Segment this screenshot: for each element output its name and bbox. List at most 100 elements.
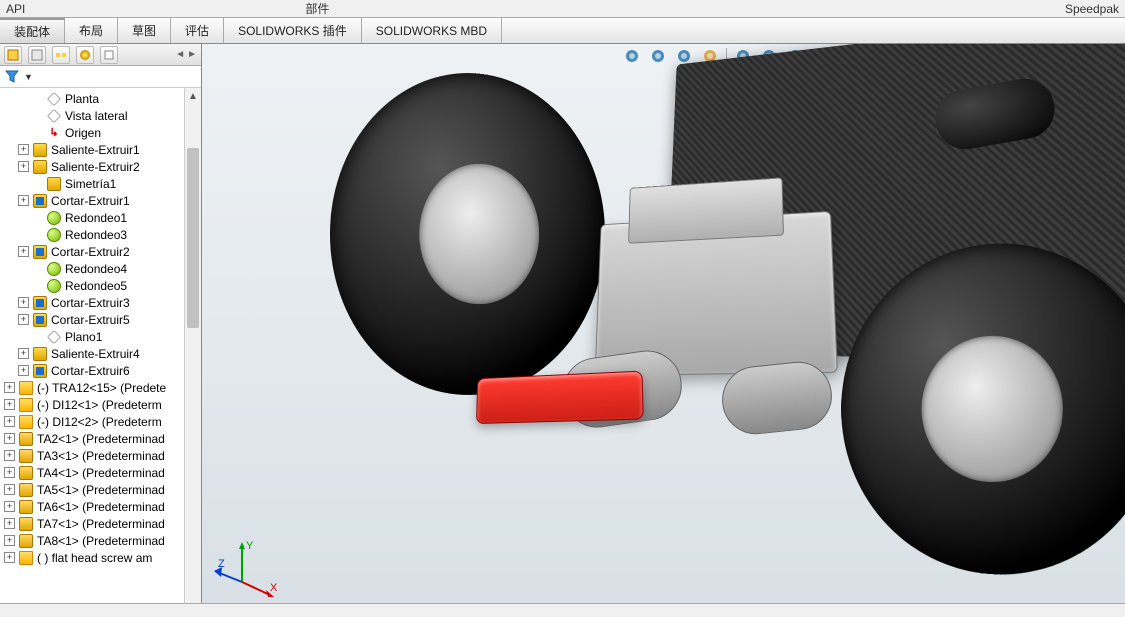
filter-icon[interactable]: [4, 69, 20, 85]
tree-item[interactable]: ↳Origen: [0, 124, 201, 141]
tree-item[interactable]: +TA7<1> (Predeterminad: [0, 515, 201, 532]
tree-item-label: Cortar-Extruir3: [51, 296, 130, 310]
expand-icon[interactable]: +: [18, 161, 29, 172]
expand-icon: [32, 212, 43, 223]
tree-item[interactable]: + TA4<1> (Predeterminad: [0, 464, 201, 481]
menu-item[interactable]: Speedpak: [1065, 2, 1119, 16]
tree-item[interactable]: Planta: [0, 90, 201, 107]
expand-icon[interactable]: +: [18, 144, 29, 155]
assem-icon: [18, 533, 34, 549]
tree-filter-row: ▼: [0, 66, 201, 88]
tree-item[interactable]: Redondeo5: [0, 277, 201, 294]
tree-item[interactable]: +Saliente-Extruir4: [0, 345, 201, 362]
tree-tab-display-icon[interactable]: [76, 46, 94, 64]
tree-tab-assembly-icon[interactable]: [4, 46, 22, 64]
tree-item[interactable]: +TA8<1> (Predeterminad: [0, 532, 201, 549]
graphics-viewport[interactable]: Y X Z: [202, 44, 1125, 617]
cut-icon: [32, 312, 48, 328]
expand-icon[interactable]: +: [18, 365, 29, 376]
menu-bar: API 部件 Speedpak: [0, 0, 1125, 18]
mirror-icon: [46, 176, 62, 192]
fillet-icon: [46, 278, 62, 294]
tree-item[interactable]: +TA2<1> (Predeterminad: [0, 430, 201, 447]
scroll-up-icon[interactable]: ▲: [185, 88, 201, 105]
tree-item[interactable]: +Saliente-Extruir1: [0, 141, 201, 158]
expand-icon[interactable]: +: [4, 399, 15, 410]
tree-item-label: Simetría1: [65, 177, 116, 191]
expand-icon[interactable]: +: [4, 467, 15, 478]
tab-3[interactable]: 评估: [171, 18, 224, 43]
tree-tab-property-icon[interactable]: [28, 46, 46, 64]
expand-icon[interactable]: +: [4, 450, 15, 461]
tree-item[interactable]: + TA6<1> (Predeterminad: [0, 498, 201, 515]
fillet-icon: [46, 227, 62, 243]
cut-icon: [32, 193, 48, 209]
tree-item[interactable]: +Cortar-Extruir2: [0, 243, 201, 260]
orientation-triad[interactable]: Y X Z: [222, 537, 282, 597]
status-bar: [0, 603, 1125, 617]
expand-icon[interactable]: +: [4, 484, 15, 495]
tree-item[interactable]: +Cortar-Extruir5: [0, 311, 201, 328]
tree-item[interactable]: Plano1: [0, 328, 201, 345]
tree-item-label: Redondeo3: [65, 228, 127, 242]
tree-item-label: Cortar-Extruir1: [51, 194, 130, 208]
cut-icon: [32, 295, 48, 311]
tree-item[interactable]: +( ) flat head screw am: [0, 549, 201, 566]
tree-item-label: Cortar-Extruir6: [51, 364, 130, 378]
expand-icon[interactable]: +: [4, 416, 15, 427]
tree-item[interactable]: Redondeo3: [0, 226, 201, 243]
expand-icon[interactable]: +: [4, 501, 15, 512]
tab-2[interactable]: 草图: [118, 18, 171, 43]
assem-icon: [18, 431, 34, 447]
expand-icon[interactable]: +: [18, 314, 29, 325]
tree-item-label: Vista lateral: [65, 109, 127, 123]
tree-item-label: TA6<1> (Predeterminad: [37, 500, 165, 514]
tree-item[interactable]: Redondeo1: [0, 209, 201, 226]
tree-item[interactable]: +Saliente-Extruir2: [0, 158, 201, 175]
tree-tab-extra-icon[interactable]: [100, 46, 118, 64]
command-tabs: 装配体布局草图评估SOLIDWORKS 插件SOLIDWORKS MBD: [0, 18, 1125, 44]
tree-scrollbar[interactable]: ▲ ▼: [184, 88, 201, 617]
expand-icon[interactable]: +: [18, 348, 29, 359]
tab-0[interactable]: 装配体: [0, 18, 65, 43]
plane-icon: [46, 91, 62, 107]
tree-item[interactable]: Redondeo4: [0, 260, 201, 277]
tree-item[interactable]: +TA3<1> (Predeterminad: [0, 447, 201, 464]
chevron-right-icon[interactable]: ►: [187, 49, 197, 60]
tree-item[interactable]: + Cortar-Extruir6: [0, 362, 201, 379]
tree-item-label: TA5<1> (Predeterminad: [37, 483, 165, 497]
tree-item[interactable]: + Cortar-Extruir3: [0, 294, 201, 311]
expand-icon[interactable]: +: [4, 552, 15, 563]
tree-tab-config-icon[interactable]: [52, 46, 70, 64]
chevron-left-icon[interactable]: ◄: [175, 49, 185, 60]
expand-icon[interactable]: +: [4, 382, 15, 393]
tree-item[interactable]: +(-) DI12<2> (Predeterm: [0, 413, 201, 430]
filter-dropdown-icon[interactable]: ▼: [24, 72, 33, 82]
expand-icon[interactable]: +: [18, 297, 29, 308]
expand-icon[interactable]: +: [4, 535, 15, 546]
scroll-thumb[interactable]: [187, 148, 199, 328]
tree-item-label: TA4<1> (Predeterminad: [37, 466, 165, 480]
tree-item[interactable]: + Cortar-Extruir1: [0, 192, 201, 209]
assem-icon: [18, 448, 34, 464]
axis-x-label: X: [270, 582, 278, 594]
tree-item-label: Redondeo5: [65, 279, 127, 293]
menu-item[interactable]: API: [6, 2, 25, 16]
part-icon: [18, 397, 34, 413]
tab-5[interactable]: SOLIDWORKS MBD: [362, 18, 502, 43]
tree-item[interactable]: Simetría1: [0, 175, 201, 192]
tree-item[interactable]: + TA5<1> (Predeterminad: [0, 481, 201, 498]
tab-4[interactable]: SOLIDWORKS 插件: [224, 18, 362, 43]
tab-1[interactable]: 布局: [65, 18, 118, 43]
expand-icon[interactable]: +: [4, 518, 15, 529]
extrude-icon: [32, 142, 48, 158]
menu-item[interactable]: 部件: [305, 0, 329, 17]
tree-item[interactable]: Vista lateral: [0, 107, 201, 124]
tree-item[interactable]: +(-) TRA12<15> (Predete: [0, 379, 201, 396]
left-rim: [419, 160, 539, 308]
expand-icon[interactable]: +: [18, 246, 29, 257]
expand-icon[interactable]: +: [4, 433, 15, 444]
tree-item[interactable]: +(-) DI12<1> (Predeterm: [0, 396, 201, 413]
part-icon: [18, 414, 34, 430]
expand-icon[interactable]: +: [18, 195, 29, 206]
